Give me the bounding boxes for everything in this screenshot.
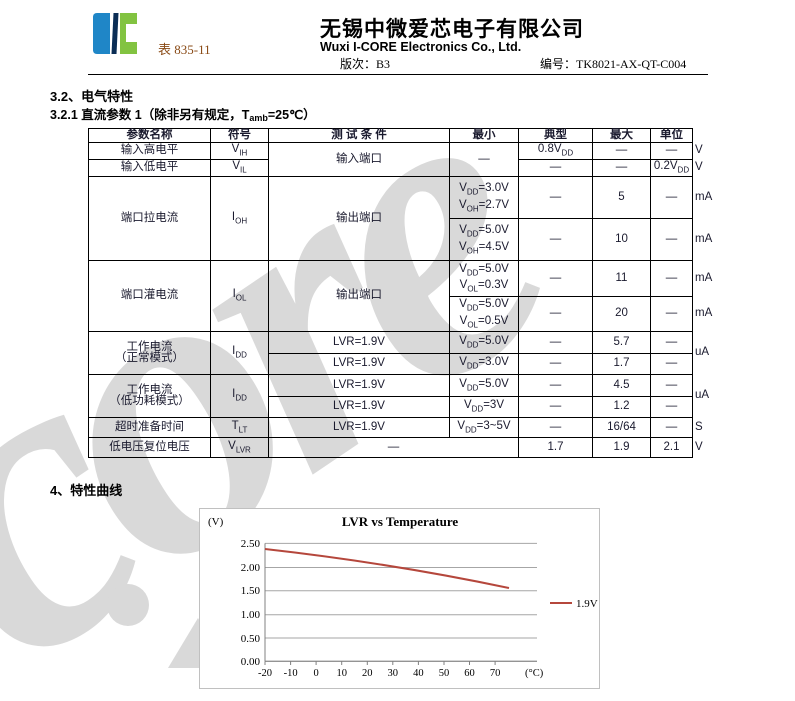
svg-text:1.50: 1.50 [241,585,261,597]
svg-text:(V): (V) [208,516,224,528]
svg-text:-20: -20 [258,668,272,679]
svg-text:0.50: 0.50 [241,633,261,645]
svg-text:2.50: 2.50 [241,538,261,550]
svg-text:-10: -10 [284,668,298,679]
svg-text:30: 30 [388,668,399,679]
svg-text:0.00: 0.00 [241,656,261,668]
svg-text:60: 60 [464,668,475,679]
svg-text:70: 70 [490,668,501,679]
svg-text:1.9V: 1.9V [576,598,598,610]
svg-text:(°C): (°C) [525,668,544,679]
svg-text:10: 10 [336,668,347,679]
svg-text:2.00: 2.00 [241,562,261,574]
svg-text:1.00: 1.00 [241,609,261,621]
svg-text:LVR vs Temperature: LVR vs Temperature [342,514,459,529]
svg-text:50: 50 [439,668,450,679]
svg-text:20: 20 [362,668,373,679]
svg-text:40: 40 [413,668,424,679]
svg-text:0: 0 [313,668,318,679]
